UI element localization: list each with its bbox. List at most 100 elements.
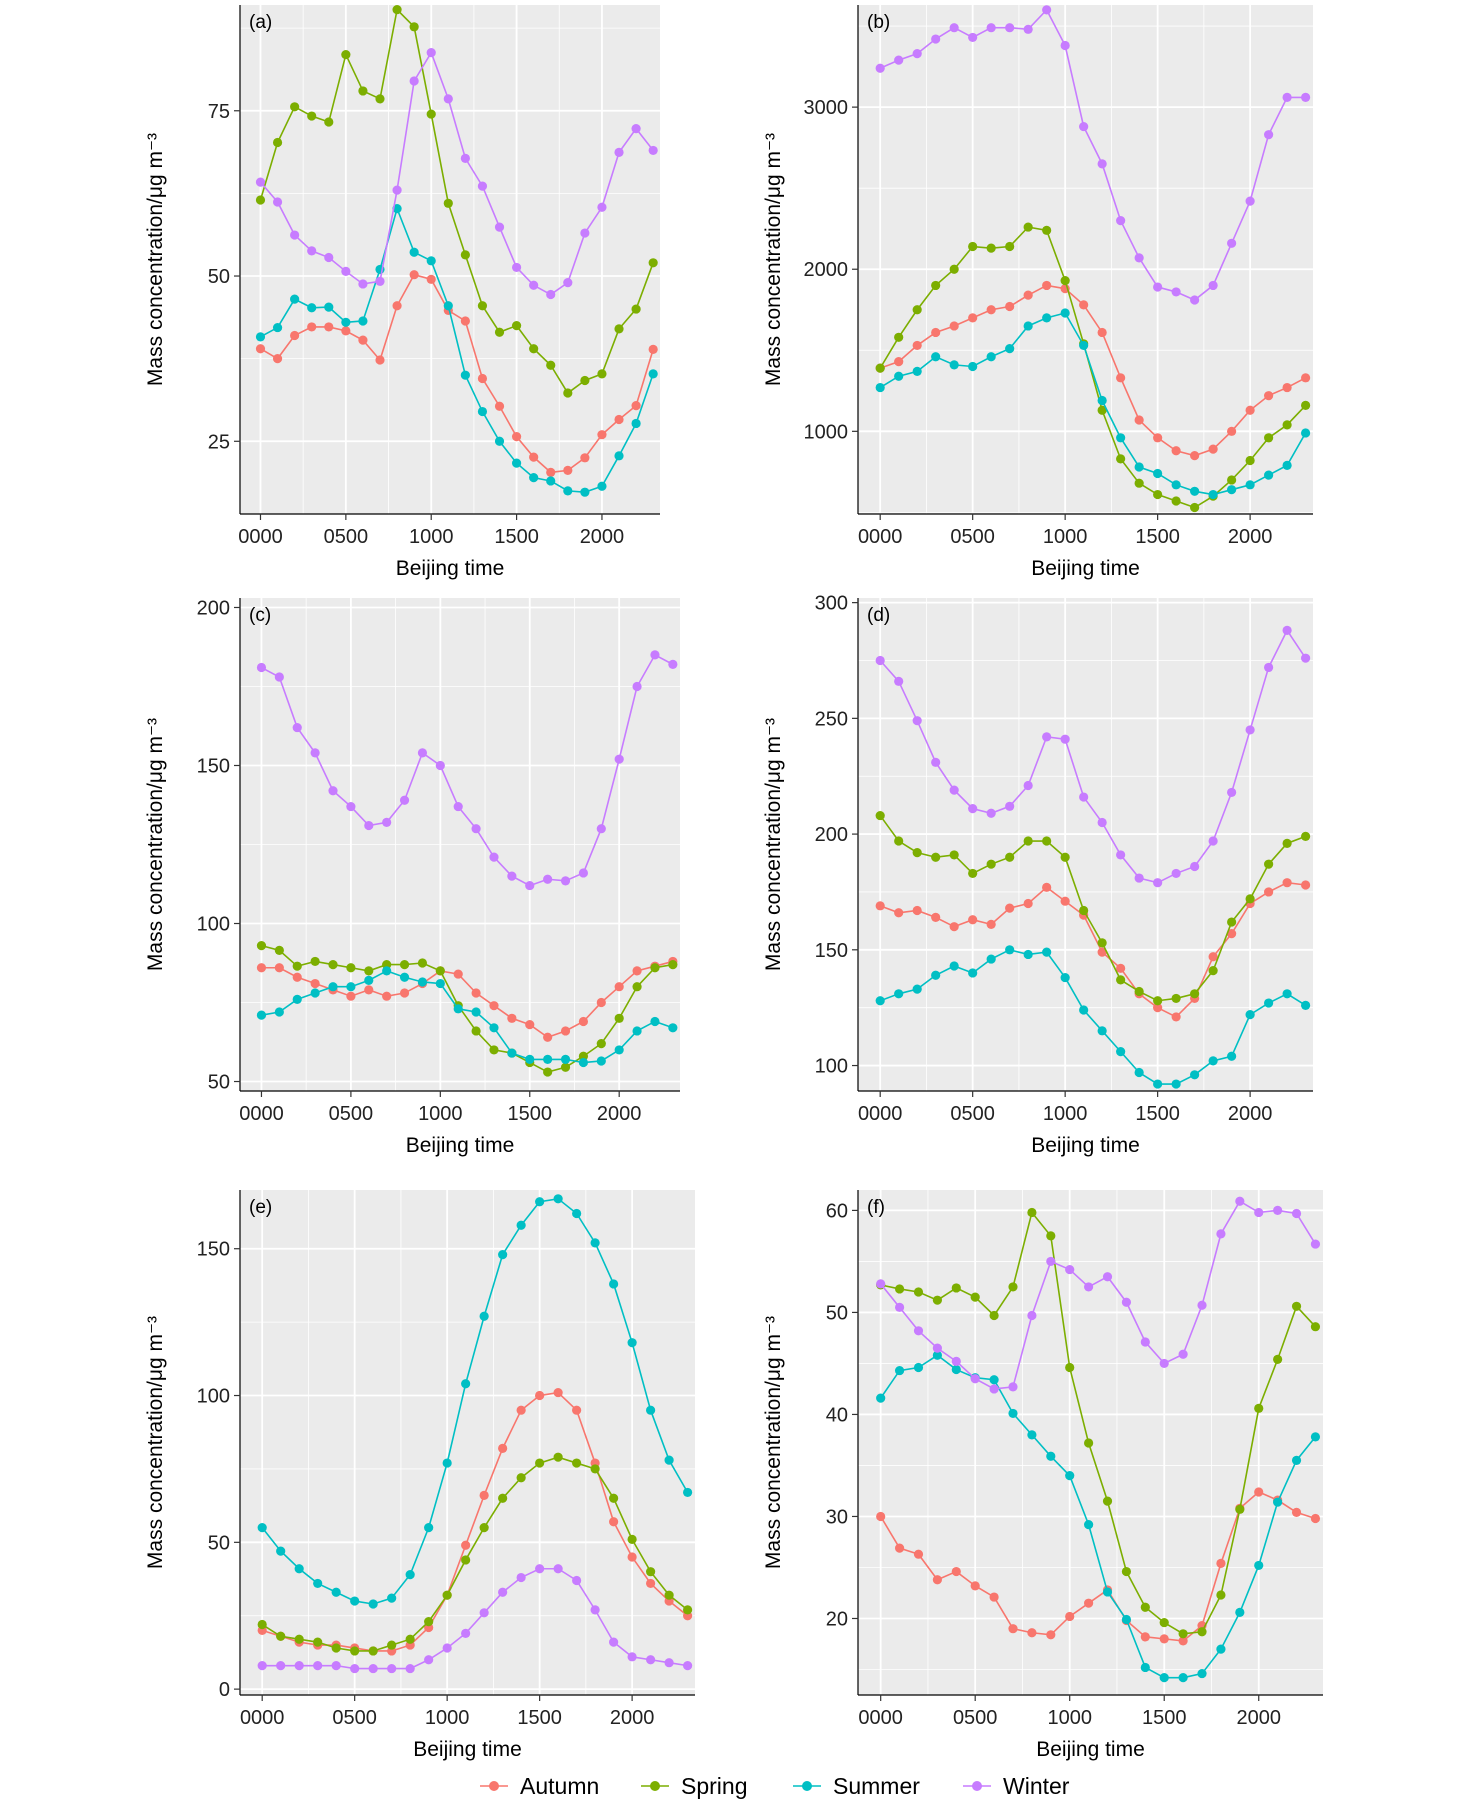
data-point-autumn: [931, 912, 941, 923]
data-point-winter: [1116, 850, 1126, 860]
data-point-summer: [614, 451, 624, 461]
data-point-winter: [292, 722, 302, 733]
data-point-summer: [1301, 428, 1311, 438]
data-point-spring: [951, 1283, 961, 1293]
data-point-spring: [292, 961, 302, 971]
data-point-autumn: [1097, 947, 1107, 957]
data-point-winter: [894, 55, 904, 65]
data-point-autumn: [1060, 896, 1070, 906]
data-point-spring: [614, 1013, 624, 1023]
data-point-winter: [1178, 1349, 1188, 1359]
data-point-summer: [1042, 947, 1052, 957]
data-point-winter: [479, 1608, 489, 1618]
data-point-spring: [387, 1640, 397, 1650]
data-point-autumn: [596, 997, 606, 1008]
data-point-autumn: [546, 467, 556, 477]
data-point-autumn: [460, 316, 470, 326]
data-point-summer: [387, 1593, 397, 1603]
data-point-spring: [683, 1605, 693, 1615]
data-point-winter: [664, 1658, 674, 1668]
data-point-summer: [1084, 1520, 1094, 1530]
data-point-summer: [1282, 989, 1292, 999]
data-point-summer: [307, 303, 317, 313]
data-point-summer: [1190, 486, 1200, 496]
data-point-summer: [477, 406, 488, 417]
data-point-summer: [648, 369, 658, 379]
data-point-winter: [1227, 787, 1237, 798]
data-point-summer: [546, 476, 556, 486]
data-point-summer: [932, 1350, 942, 1360]
data-point-winter: [894, 1302, 905, 1312]
data-point-summer: [1065, 1471, 1075, 1481]
data-point-spring: [1023, 836, 1033, 846]
data-point-winter: [614, 754, 624, 764]
data-point-autumn: [310, 978, 320, 989]
data-point-spring: [1291, 1301, 1302, 1311]
data-point-autumn: [1008, 1624, 1018, 1634]
data-point-autumn: [292, 972, 302, 982]
data-point-winter: [489, 852, 499, 862]
data-point-winter: [646, 1655, 656, 1665]
data-point-spring: [968, 241, 978, 252]
plot-background: [858, 5, 1313, 514]
data-point-winter: [1227, 238, 1237, 248]
data-point-spring: [931, 852, 941, 862]
data-point-spring: [597, 369, 607, 379]
data-point-summer: [328, 982, 338, 992]
data-point-autumn: [382, 991, 392, 1001]
data-point-winter: [1190, 295, 1200, 305]
data-point-summer: [442, 1458, 452, 1468]
data-point-summer: [1046, 1451, 1056, 1461]
data-point-spring: [460, 250, 470, 260]
data-point-summer: [951, 1364, 961, 1375]
data-point-winter: [368, 1663, 378, 1674]
data-point-summer: [894, 371, 904, 381]
data-point-spring: [1116, 454, 1126, 464]
data-point-winter: [426, 47, 436, 58]
data-point-winter: [1060, 734, 1070, 744]
data-point-summer: [894, 989, 904, 999]
data-point-winter: [1042, 5, 1052, 15]
data-point-winter: [949, 23, 959, 33]
data-point-autumn: [274, 963, 284, 973]
y-tick-label: 250: [815, 708, 848, 730]
data-point-spring: [1171, 993, 1181, 1004]
data-point-summer: [257, 1523, 267, 1533]
data-point-spring: [358, 86, 368, 96]
data-point-autumn: [970, 1581, 980, 1591]
data-point-spring: [912, 848, 922, 858]
data-point-summer: [426, 256, 436, 266]
data-point-autumn: [392, 301, 402, 311]
data-point-winter: [949, 785, 959, 795]
data-point-winter: [1291, 1208, 1302, 1219]
data-point-winter: [255, 177, 266, 187]
data-point-winter: [529, 280, 539, 290]
data-point-summer: [543, 1054, 553, 1064]
y-tick-label: 50: [826, 1302, 848, 1324]
y-tick-label: 60: [826, 1200, 848, 1222]
data-point-spring: [913, 1287, 924, 1297]
data-point-summer: [968, 361, 978, 372]
data-point-summer: [1060, 972, 1070, 983]
data-point-summer: [1291, 1455, 1302, 1465]
data-point-winter: [1245, 725, 1255, 735]
data-point-spring: [324, 117, 334, 127]
x-tick-label: 1500: [508, 1103, 553, 1125]
data-point-summer: [1264, 998, 1274, 1008]
data-point-spring: [648, 258, 658, 268]
data-point-summer: [931, 970, 941, 980]
data-point-spring: [1310, 1322, 1321, 1332]
data-point-spring: [1134, 986, 1144, 997]
data-point-summer: [1190, 1070, 1200, 1080]
data-point-autumn: [986, 919, 996, 929]
data-point-spring: [1005, 241, 1015, 252]
data-point-summer: [1171, 1079, 1181, 1089]
plot-background: [240, 5, 660, 514]
data-point-winter: [876, 1279, 886, 1289]
data-point-summer: [535, 1197, 545, 1207]
data-point-autumn: [479, 1490, 489, 1500]
data-point-winter: [590, 1605, 600, 1615]
data-point-summer: [471, 1007, 481, 1017]
x-tick-label: 1500: [494, 526, 539, 548]
